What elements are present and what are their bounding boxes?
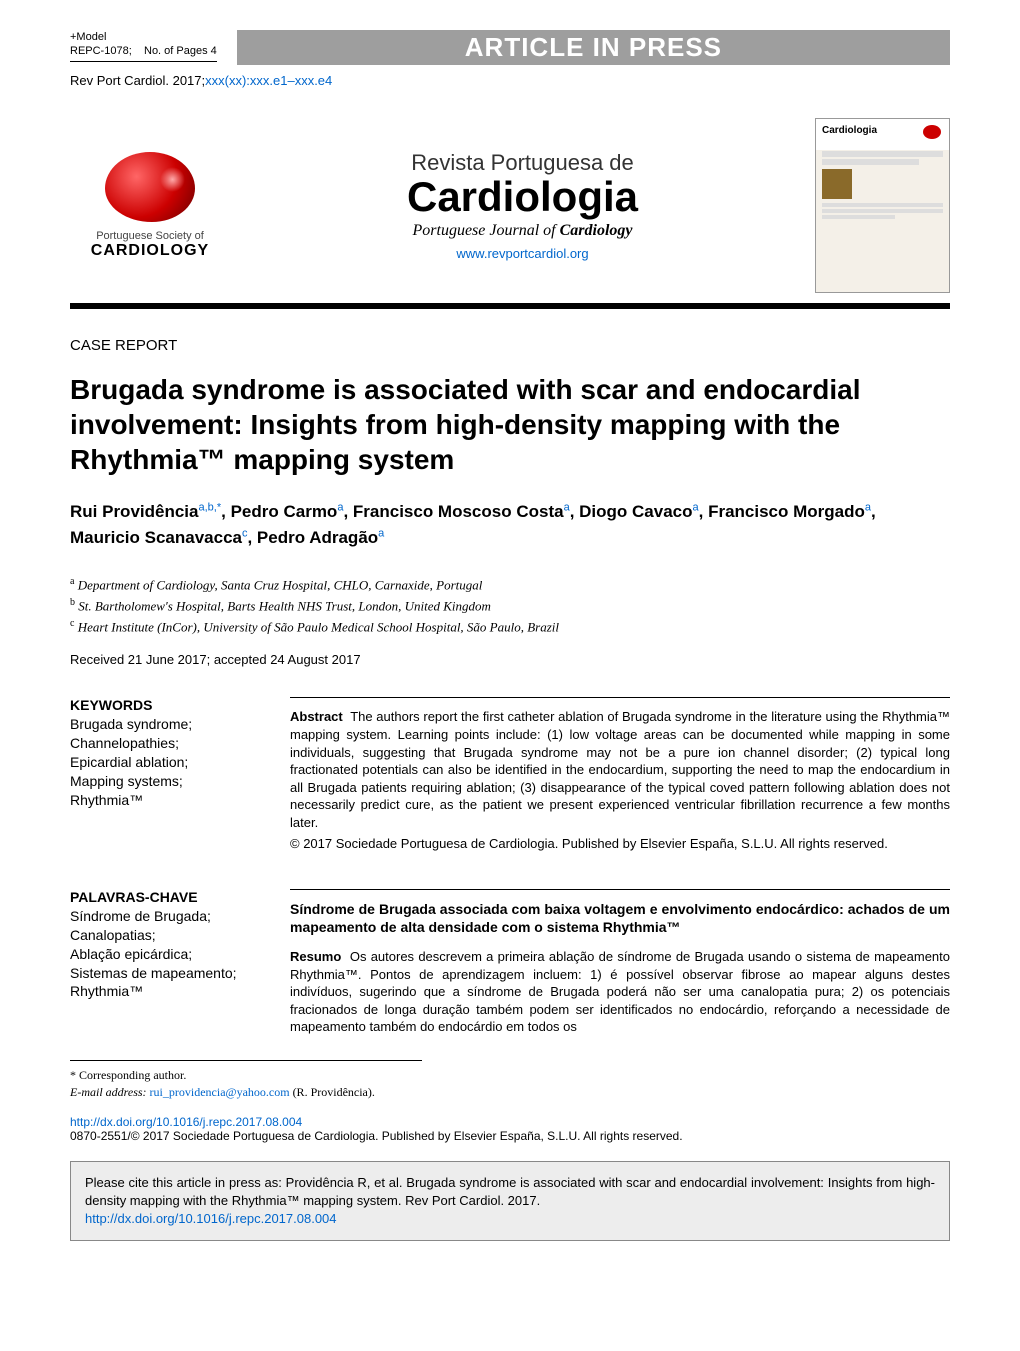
journal-subtitle: Portuguese Journal of Cardiology: [230, 222, 815, 240]
journal-title-block: Revista Portuguesa de Cardiologia Portug…: [230, 150, 815, 261]
preprint-header-row: +Model REPC-1078; No. of Pages 4 ARTICLE…: [70, 30, 950, 65]
abstract-label-en: Abstract: [290, 709, 343, 724]
keywords-abstract-row-pt: PALAVRAS-CHAVE Síndrome de Brugada; Cana…: [70, 889, 950, 1036]
corresponding-author-note: * Corresponding author. E-mail address: …: [70, 1067, 950, 1101]
affiliations: a Department of Cardiology, Santa Cruz H…: [70, 574, 950, 636]
model-label: +Model: [70, 31, 106, 43]
heart-icon: [105, 152, 195, 222]
section-label: CASE REPORT: [70, 337, 950, 354]
keywords-block-pt: PALAVRAS-CHAVE Síndrome de Brugada; Cana…: [70, 889, 260, 1036]
received-accepted: Received 21 June 2017; accepted 24 Augus…: [70, 652, 950, 667]
society-logo-block: Portuguese Society of CARDIOLOGY: [70, 152, 230, 260]
ref-code: REPC-1078;: [70, 45, 132, 57]
keywords-block-en: KEYWORDS Brugada syndrome; Channelopathi…: [70, 697, 260, 852]
authors-line: Rui Providênciaa,b,*, Pedro Carmoa, Fran…: [70, 499, 950, 550]
author-email-name: (R. Providência).: [293, 1085, 375, 1099]
article-title: Brugada syndrome is associated with scar…: [70, 372, 950, 477]
journal-website-link[interactable]: www.revportcardiol.org: [230, 246, 815, 261]
keywords-heading-pt: PALAVRAS-CHAVE: [70, 889, 260, 905]
cite-text: Please cite this article in press as: Pr…: [85, 1175, 935, 1208]
abstract-title-pt: Síndrome de Brugada associada com baixa …: [290, 900, 950, 936]
model-ref-box: +Model REPC-1078; No. of Pages 4: [70, 30, 217, 62]
citation-volume: xxx(xx):xxx.e1–xxx.e4: [205, 73, 332, 88]
cite-this-article-box: Please cite this article in press as: Pr…: [70, 1161, 950, 1242]
cite-doi-link[interactable]: http://dx.doi.org/10.1016/j.repc.2017.08…: [85, 1211, 337, 1226]
keywords-list-pt: Síndrome de Brugada; Canalopatias; Ablaç…: [70, 907, 260, 1001]
cover-heart-icon: [923, 125, 941, 139]
issn-copyright-line: 0870-2551/© 2017 Sociedade Portuguesa de…: [70, 1129, 950, 1143]
citation-line: Rev Port Cardiol. 2017;xxx(xx):xxx.e1–xx…: [70, 73, 950, 88]
keywords-heading-en: KEYWORDS: [70, 697, 260, 713]
article-in-press-banner: ARTICLE IN PRESS: [237, 30, 950, 65]
abstract-body-en: The authors report the first catheter ab…: [290, 709, 950, 829]
journal-header-band: Portuguese Society of CARDIOLOGY Revista…: [70, 108, 950, 309]
abstract-block-pt: Síndrome de Brugada associada com baixa …: [290, 889, 950, 1036]
affiliation-item: b St. Bartholomew's Hospital, Barts Heal…: [70, 595, 950, 616]
abstract-body-pt: Os autores descrevem a primeira ablação …: [290, 949, 950, 1034]
corresponding-label: * Corresponding author.: [70, 1068, 186, 1082]
affiliation-item: a Department of Cardiology, Santa Cruz H…: [70, 574, 950, 595]
pages-label: No. of Pages 4: [144, 45, 217, 57]
journal-title-main: Cardiologia: [230, 176, 815, 218]
abstract-block-en: Abstract The authors report the first ca…: [290, 697, 950, 852]
journal-cover-thumbnail: Cardiologia: [815, 118, 950, 293]
keywords-list-en: Brugada syndrome; Channelopathies; Epica…: [70, 715, 260, 809]
affiliation-item: c Heart Institute (InCor), University of…: [70, 616, 950, 637]
citation-prefix: Rev Port Cardiol. 2017;: [70, 73, 205, 88]
doi-link[interactable]: http://dx.doi.org/10.1016/j.repc.2017.08…: [70, 1115, 302, 1129]
society-line1: Portuguese Society of: [70, 230, 230, 242]
society-line2: CARDIOLOGY: [70, 242, 230, 260]
author-email-link[interactable]: rui_providencia@yahoo.com: [150, 1085, 290, 1099]
abstract-copyright-en: © 2017 Sociedade Portuguesa de Cardiolog…: [290, 835, 950, 853]
keywords-abstract-row-en: KEYWORDS Brugada syndrome; Channelopathi…: [70, 697, 950, 852]
abstract-label-pt: Resumo: [290, 949, 341, 964]
email-label: E-mail address:: [70, 1085, 147, 1099]
footnote-rule: [70, 1060, 422, 1061]
